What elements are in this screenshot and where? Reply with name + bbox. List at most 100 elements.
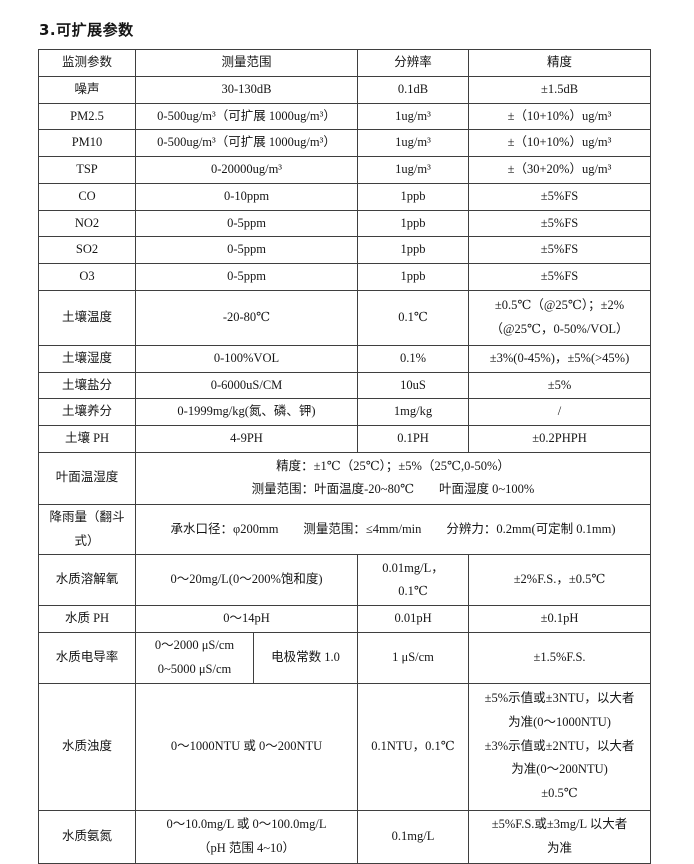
cell-resolution: 0.1℃ xyxy=(357,289,470,346)
cell-range: 0～10.0mg/L 或 0～100.0mg/L （pH 范围 4~10） xyxy=(134,809,359,864)
cell-range: 0～20mg/L(0～200%饱和度) xyxy=(134,554,359,607)
row-soil-salinity: 土壤盐分 0-6000uS/CM 10uS ±5% xyxy=(38,371,652,400)
section-title: 3.可扩展参数 xyxy=(39,21,134,39)
header-range: 测量范围 xyxy=(134,49,359,77)
cell-accuracy: ±（30+20%）ug/m³ xyxy=(468,156,652,184)
cell-resolution: 0.1PH xyxy=(357,425,470,453)
row-soil-ph: 土壤 PH 4-9PH 0.1PH ±0.2PHPH xyxy=(38,425,652,453)
row-noise: 噪声 30-130dB 0.1dB ±1.5dB xyxy=(38,75,652,104)
cell-accuracy: ±（10+10%）ug/m³ xyxy=(468,129,652,157)
cell-accuracy: ±1.5%F.S. xyxy=(468,632,652,684)
row-leaf-temp-humidity: 叶面温湿度 精度：±1℃（25℃）；±5%（25℃,0-50%） 测量范围：叶面… xyxy=(38,451,652,505)
row-soil-nutrient: 土壤养分 0-1999mg/kg(氮、磷、钾) 1mg/kg / xyxy=(38,398,652,426)
cell-param: 土壤盐分 xyxy=(38,371,136,400)
cell-electrode-constant: 电极常数 1.0 xyxy=(252,632,359,684)
cell-param: 噪声 xyxy=(38,75,136,104)
cell-param: 土壤湿度 xyxy=(38,344,136,373)
cell-param: 叶面温湿度 xyxy=(38,451,136,505)
cell-param: SO2 xyxy=(38,236,136,264)
row-no2: NO2 0-5ppm 1ppb ±5%FS xyxy=(38,209,652,238)
cell-range: 0-5ppm xyxy=(134,209,359,238)
cell-range: 0-1999mg/kg(氮、磷、钾) xyxy=(134,398,359,426)
row-ammonia: 水质氨氮 0～10.0mg/L 或 0～100.0mg/L （pH 范围 4~1… xyxy=(38,809,652,864)
cell-param: 水质溶解氧 xyxy=(38,554,136,607)
cell-accuracy: ±5%FS xyxy=(468,209,652,238)
cell-accuracy: ±3%(0-45%)，±5%(>45%) xyxy=(468,344,652,373)
cell-range: 0-500ug/m³（可扩展 1000ug/m³） xyxy=(134,102,359,131)
cell-resolution: 0.01mg/L， 0.1℃ xyxy=(357,554,470,607)
row-co: CO 0-10ppm 1ppb ±5%FS xyxy=(38,182,652,211)
row-pm10: PM10 0-500ug/m³（可扩展 1000ug/m³） 1ug/m³ ±（… xyxy=(38,129,652,157)
cell-param: 水质浊度 xyxy=(38,682,136,811)
cell-param: 土壤温度 xyxy=(38,289,136,346)
row-conductivity: 水质电导率 0～2000 μS/cm 0~5000 μS/cm 电极常数 1.0… xyxy=(38,632,652,684)
cell-param: 水质 PH xyxy=(38,605,136,633)
cell-accuracy: ±2%F.S.，±0.5℃ xyxy=(468,554,652,607)
cell-accuracy: ±（10+10%）ug/m³ xyxy=(468,102,652,131)
cell-resolution: 1ug/m³ xyxy=(357,102,470,131)
cell-accuracy: ±0.5℃（@25℃）；±2% （@25℃，0-50%/VOL） xyxy=(468,289,652,346)
cell-accuracy: ±5%FS xyxy=(468,263,652,291)
cell-accuracy: / xyxy=(468,398,652,426)
header-resolution: 分辨率 xyxy=(357,49,470,77)
cell-param: 水质电导率 xyxy=(38,632,136,684)
cell-merged-spec: 承水口径：φ200mm 测量范围：≤4mm/min 分辨力：0.2mm(可定制 … xyxy=(134,503,652,556)
row-o3: O3 0-5ppm 1ppb ±5%FS xyxy=(38,263,652,291)
cell-resolution: 1ppb xyxy=(357,263,470,291)
row-tsp: TSP 0-20000ug/m³ 1ug/m³ ±（30+20%）ug/m³ xyxy=(38,156,652,184)
cell-range: 0-500ug/m³（可扩展 1000ug/m³） xyxy=(134,129,359,157)
cell-range: 0～14pH xyxy=(134,605,359,633)
cell-range: 0-10ppm xyxy=(134,182,359,211)
cell-range: 0～1000NTU 或 0～200NTU xyxy=(134,682,359,811)
header-param: 监测参数 xyxy=(38,49,136,77)
row-dissolved-oxygen: 水质溶解氧 0～20mg/L(0～200%饱和度) 0.01mg/L， 0.1℃… xyxy=(38,554,652,607)
cell-resolution: 1 μS/cm xyxy=(357,632,470,684)
cell-resolution: 1ppb xyxy=(357,209,470,238)
row-soil-moisture: 土壤湿度 0-100%VOL 0.1% ±3%(0-45%)，±5%(>45%) xyxy=(38,344,652,373)
cell-accuracy: ±0.2PHPH xyxy=(468,425,652,453)
row-turbidity: 水质浊度 0～1000NTU 或 0～200NTU 0.1NTU，0.1℃ ±5… xyxy=(38,682,652,811)
row-rainfall: 降雨量（翻斗式） 承水口径：φ200mm 测量范围：≤4mm/min 分辨力：0… xyxy=(38,503,652,556)
cell-range: 4-9PH xyxy=(134,425,359,453)
cell-param: CO xyxy=(38,182,136,211)
row-water-ph: 水质 PH 0～14pH 0.01pH ±0.1pH xyxy=(38,605,652,633)
cell-param: NO2 xyxy=(38,209,136,238)
cell-param: 土壤 PH xyxy=(38,425,136,453)
cell-range-values: 0～2000 μS/cm 0~5000 μS/cm xyxy=(135,632,254,684)
cell-param: O3 xyxy=(38,263,136,291)
cell-resolution: 1ppb xyxy=(357,182,470,211)
cell-param: TSP xyxy=(38,156,136,184)
cell-accuracy: ±5%示值或±3NTU，以大者 为准(0～1000NTU) ±3%示值或±2NT… xyxy=(468,682,652,811)
cell-accuracy: ±5%FS xyxy=(468,236,652,264)
cell-range: 0-100%VOL xyxy=(134,344,359,373)
header-row: 监测参数 测量范围 分辨率 精度 xyxy=(38,49,652,77)
cell-range: 0-6000uS/CM xyxy=(134,371,359,400)
cell-resolution: 0.1% xyxy=(357,344,470,373)
row-pm25: PM2.5 0-500ug/m³（可扩展 1000ug/m³） 1ug/m³ ±… xyxy=(38,102,652,131)
cell-accuracy: ±5%FS xyxy=(468,182,652,211)
cell-range: 0-5ppm xyxy=(134,236,359,264)
cell-accuracy: ±0.1pH xyxy=(468,605,652,633)
cell-resolution: 0.1NTU，0.1℃ xyxy=(357,682,470,811)
cell-resolution: 10uS xyxy=(357,371,470,400)
cell-range: 0-5ppm xyxy=(134,263,359,291)
cell-merged-spec: 精度：±1℃（25℃）；±5%（25℃,0-50%） 测量范围：叶面温度-20~… xyxy=(134,451,652,505)
cell-resolution: 0.1dB xyxy=(357,75,470,104)
cell-resolution: 1ug/m³ xyxy=(357,156,470,184)
cell-resolution: 1ug/m³ xyxy=(357,129,470,157)
cell-accuracy: ±5% xyxy=(468,371,652,400)
cell-param: PM2.5 xyxy=(38,102,136,131)
cell-resolution: 1mg/kg xyxy=(357,398,470,426)
cell-param: 降雨量（翻斗式） xyxy=(38,503,136,556)
row-soil-temp: 土壤温度 -20-80℃ 0.1℃ ±0.5℃（@25℃）；±2% （@25℃，… xyxy=(38,289,652,346)
cell-param: 土壤养分 xyxy=(38,398,136,426)
cell-resolution: 1ppb xyxy=(357,236,470,264)
cell-param: 水质氨氮 xyxy=(38,809,136,864)
cell-range: 30-130dB xyxy=(134,75,359,104)
cell-accuracy: ±1.5dB xyxy=(468,75,652,104)
cell-resolution: 0.01pH xyxy=(357,605,470,633)
cell-resolution: 0.1mg/L xyxy=(357,809,470,864)
parameters-table: 监测参数 测量范围 分辨率 精度 噪声 30-130dB 0.1dB ±1.5d… xyxy=(38,49,652,864)
cell-range: -20-80℃ xyxy=(134,289,359,346)
